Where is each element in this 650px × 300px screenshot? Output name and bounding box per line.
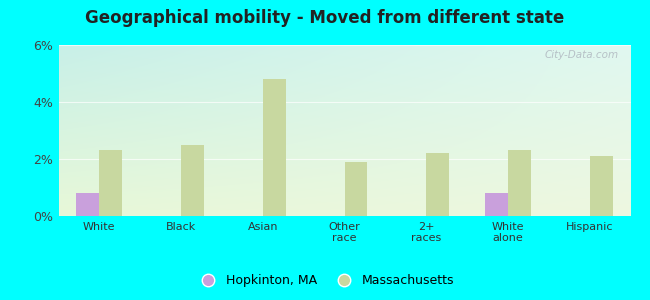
Bar bbox=[263, 79, 285, 216]
Bar bbox=[426, 153, 449, 216]
Bar bbox=[99, 150, 122, 216]
Bar bbox=[485, 193, 508, 216]
Bar bbox=[590, 156, 612, 216]
Bar bbox=[181, 145, 204, 216]
Bar bbox=[508, 150, 531, 216]
Text: City-Data.com: City-Data.com bbox=[545, 50, 619, 60]
Bar bbox=[344, 162, 367, 216]
Bar bbox=[77, 193, 99, 216]
Legend: Hopkinton, MA, Massachusetts: Hopkinton, MA, Massachusetts bbox=[192, 270, 458, 291]
Text: Geographical mobility - Moved from different state: Geographical mobility - Moved from diffe… bbox=[85, 9, 565, 27]
